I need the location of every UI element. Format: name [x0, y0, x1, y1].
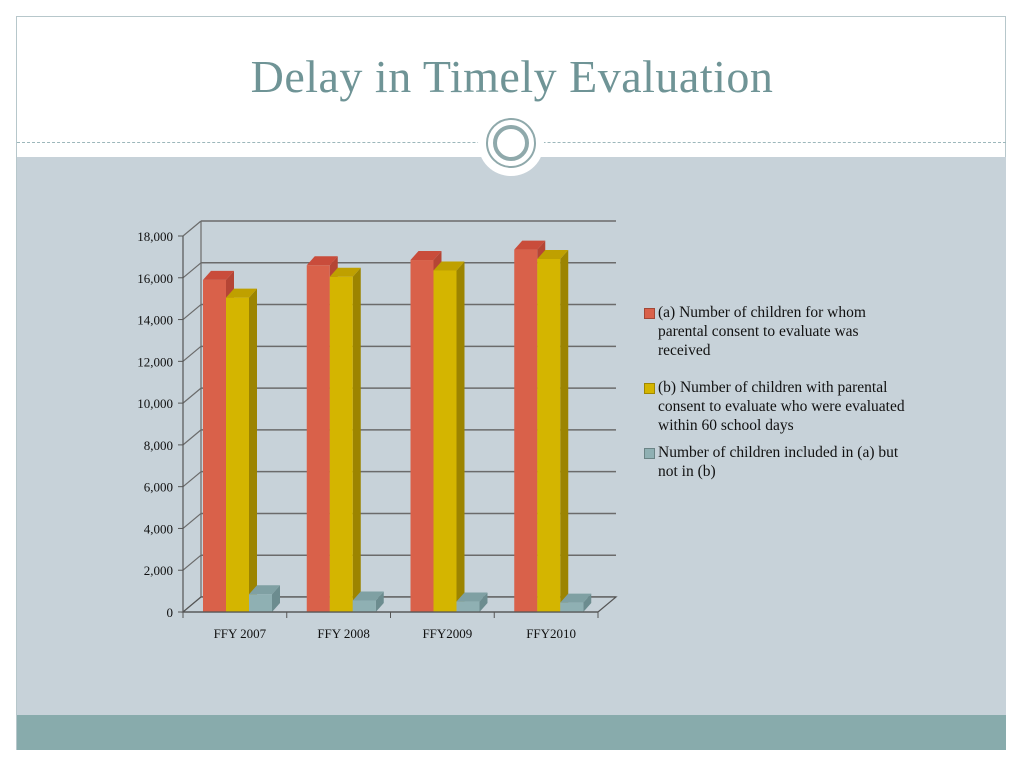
legend-item: Number of children included in (a) but n…	[640, 443, 910, 481]
bar-side	[249, 288, 257, 612]
slide-title: Delay in Timely Evaluation	[250, 51, 774, 102]
y-tick-label: 8,000	[144, 438, 173, 453]
y-tick-label: 16,000	[137, 271, 173, 286]
bar-side	[352, 267, 361, 612]
gridline-side	[182, 429, 202, 446]
y-tick-label: 2,000	[144, 563, 173, 578]
legend-item: (b) Number of children with parental con…	[640, 378, 910, 435]
bar-top	[306, 256, 338, 266]
y-tick-label: 0	[167, 605, 174, 620]
bar	[203, 279, 226, 612]
legend-item: (a) Number of children for whom parental…	[640, 303, 910, 360]
legend-label: (b) Number of children with parental con…	[658, 379, 905, 434]
chart-legend: (a) Number of children for whom parental…	[640, 303, 910, 499]
bar	[537, 258, 561, 612]
bar	[410, 260, 434, 612]
bar-side	[583, 593, 592, 612]
bar	[306, 265, 330, 612]
bar-side	[560, 249, 569, 612]
y-tick-label: 18,000	[137, 229, 173, 244]
y-tick-label: 12,000	[137, 354, 173, 369]
legend-swatch	[644, 308, 655, 319]
bar-top	[433, 261, 465, 271]
bar-top	[537, 249, 569, 259]
bar	[456, 601, 480, 612]
divider-ornament-core	[493, 125, 529, 161]
footer-band	[17, 715, 1006, 750]
legend-label: Number of children included in (a) but n…	[658, 444, 899, 480]
gridline-side	[182, 262, 202, 279]
bar	[433, 270, 457, 612]
gridline-side	[182, 304, 202, 321]
bar-top	[329, 267, 361, 277]
bar	[329, 276, 353, 612]
legend-swatch	[644, 383, 655, 394]
gridline-side	[182, 554, 202, 571]
gridline-side	[182, 471, 202, 488]
bar	[514, 249, 538, 613]
gridline-side	[182, 387, 202, 404]
bar-top	[352, 591, 384, 601]
y-tick-label: 14,000	[137, 313, 173, 328]
bar-top	[203, 270, 234, 280]
bar-top	[226, 288, 257, 298]
bar-side	[456, 261, 465, 612]
bar-side	[375, 591, 384, 612]
bar-top	[456, 592, 488, 602]
bar	[249, 594, 272, 612]
bar	[226, 297, 249, 612]
bar-side	[479, 592, 488, 612]
y-tick-label: 10,000	[137, 396, 173, 411]
bar-side	[272, 585, 280, 612]
x-tick-label: FFY2009	[422, 626, 472, 641]
bar	[352, 600, 376, 612]
y-tick-label: 6,000	[144, 480, 173, 495]
x-tick-label: FFY 2008	[317, 626, 370, 641]
content-panel	[17, 157, 1006, 715]
legend-swatch	[644, 448, 655, 459]
gridline-side	[182, 220, 202, 237]
bar-top	[410, 251, 442, 261]
legend-label: (a) Number of children for whom parental…	[658, 304, 866, 359]
bar-top	[560, 593, 592, 603]
x-tick-label: FFY2010	[526, 626, 576, 641]
bar	[560, 602, 584, 612]
y-tick-label: 4,000	[144, 521, 173, 536]
x-tick-label: FFY 2007	[214, 626, 267, 641]
bar-top	[249, 585, 280, 595]
bar-top	[514, 240, 546, 250]
gridline-side	[182, 345, 202, 362]
gridline-side	[182, 512, 202, 529]
